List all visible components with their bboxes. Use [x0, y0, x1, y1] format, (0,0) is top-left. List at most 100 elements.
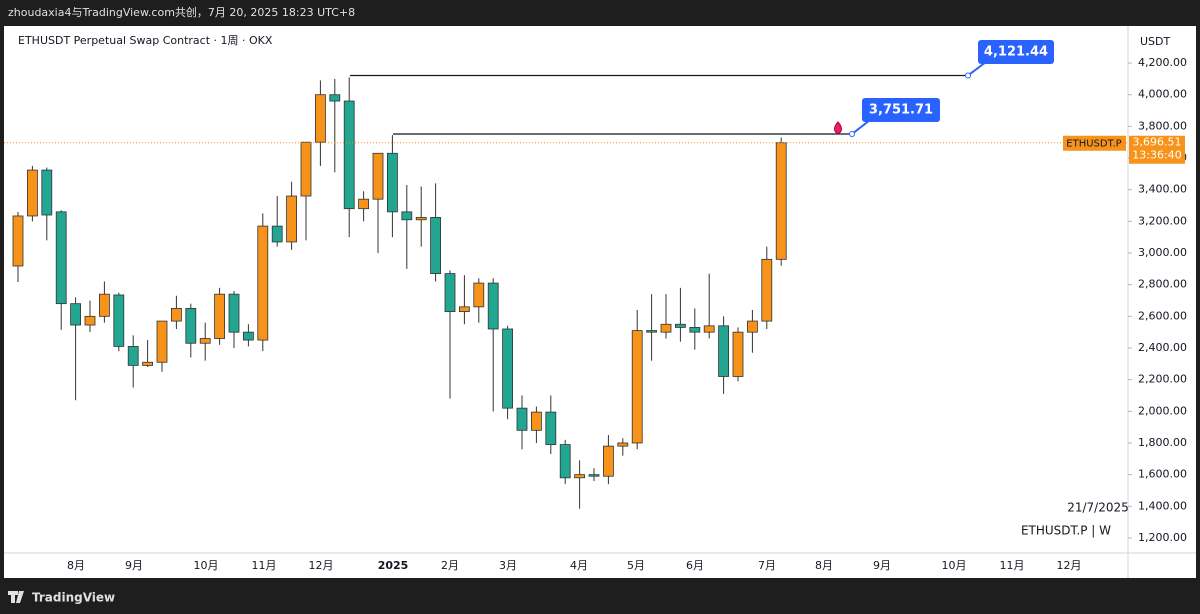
- x-tick-label: 5月: [627, 559, 645, 572]
- candle-body: [487, 282, 499, 330]
- candle-body: [747, 320, 758, 333]
- candle-body: [12, 215, 24, 267]
- symbol-title: ETHUSDT Perpetual Swap Contract · 1周 · O…: [18, 34, 273, 47]
- candle-body: [545, 411, 557, 445]
- y-tick-label: 2,000.00: [1138, 404, 1187, 417]
- x-tick-label: 12月: [309, 559, 334, 572]
- candle-body: [228, 293, 240, 333]
- candle-body: [430, 216, 442, 274]
- y-tick-label: 4,200.00: [1138, 56, 1187, 69]
- y-tick-label: 1,400.00: [1138, 499, 1187, 512]
- x-tick-label: 8月: [815, 559, 833, 572]
- header-title: zhoudaxia4与TradingView.com共创，7月 20, 2025…: [8, 6, 355, 19]
- candle-body: [170, 308, 182, 322]
- brand: TradingView: [32, 591, 115, 605]
- y-tick-label: 2,400.00: [1138, 341, 1187, 354]
- candle-body: [199, 338, 211, 344]
- y-tick-label: 4,000.00: [1138, 88, 1187, 101]
- candle-body: [502, 328, 514, 409]
- candle-body: [142, 361, 154, 366]
- y-tick-label: 3,800.00: [1138, 119, 1187, 132]
- candle-body: [603, 445, 614, 477]
- candle-body: [444, 273, 456, 312]
- candle-body: [372, 152, 384, 200]
- candle-body: [574, 474, 585, 479]
- x-tick-label: 6月: [686, 559, 704, 572]
- candle-body: [718, 325, 729, 377]
- y-tick-label: 3,400.00: [1138, 183, 1187, 196]
- symbol-tag-text: ETHUSDT.P: [1066, 139, 1121, 150]
- candle-body: [660, 323, 672, 333]
- candle-body: [84, 315, 96, 326]
- candle-body: [113, 294, 125, 347]
- y-tick-label: 1,800.00: [1138, 436, 1187, 449]
- candle-body: [401, 211, 413, 221]
- x-tick-label: 12月: [1057, 559, 1082, 572]
- candle-body: [588, 474, 600, 477]
- candle-body: [286, 195, 298, 243]
- date-label: 21/7/2025: [1067, 501, 1129, 515]
- countdown-text: 13:36:40: [1132, 149, 1181, 162]
- candle-body: [358, 198, 370, 210]
- candle-body: [646, 330, 657, 333]
- callout-text: 3,751.71: [869, 103, 933, 118]
- candle-body: [531, 411, 542, 431]
- y-tick-label: 2,200.00: [1138, 373, 1187, 386]
- candle-body: [214, 293, 226, 339]
- x-tick-label: 2月: [441, 559, 459, 572]
- price-tag: [1129, 135, 1185, 164]
- x-tick-label: 3月: [499, 559, 517, 572]
- candle-body: [257, 225, 269, 341]
- y-tick-label: 1,600.00: [1138, 468, 1187, 481]
- axis-unit: USDT: [1140, 35, 1171, 48]
- y-tick-label: 3,200.00: [1138, 214, 1187, 227]
- candle-body: [300, 141, 312, 197]
- x-tick-label: 4月: [570, 559, 588, 572]
- candle-body: [458, 306, 470, 312]
- callout-anchor: [965, 72, 971, 79]
- candle-body: [127, 346, 139, 366]
- candle-body: [386, 152, 398, 213]
- callout-box: [862, 98, 940, 122]
- candle-body: [415, 216, 427, 221]
- callout-tail: [851, 119, 871, 135]
- y-tick-label: 2,800.00: [1138, 278, 1187, 291]
- candle-body: [185, 308, 197, 344]
- x-tick-label: 9月: [125, 559, 143, 572]
- candle-body: [775, 142, 787, 260]
- candle-body: [26, 169, 38, 217]
- candle-body: [329, 94, 341, 102]
- y-tick-label: 2,600.00: [1138, 309, 1187, 322]
- bottom-bar: [0, 580, 1200, 614]
- x-tick-label: 7月: [758, 559, 776, 572]
- candle-body: [271, 225, 283, 243]
- candle-body: [631, 330, 643, 444]
- candle-body: [99, 293, 110, 317]
- alert-pin: [834, 121, 842, 135]
- callout-box: [978, 40, 1054, 64]
- candle-body: [70, 303, 81, 326]
- symbol-tag: [1063, 135, 1126, 151]
- y-tick-label: 1,200.00: [1138, 531, 1187, 544]
- candle-body: [473, 282, 485, 308]
- x-tick-label: 9月: [873, 559, 891, 572]
- x-tick-label: 11月: [1000, 559, 1025, 572]
- candle-body: [314, 94, 326, 143]
- candle-body: [242, 331, 254, 341]
- candle-body: [343, 100, 355, 210]
- top-bar: [0, 0, 1200, 24]
- candle-body: [41, 169, 53, 216]
- candle-body: [732, 331, 744, 377]
- callout-anchor: [849, 131, 855, 138]
- x-tick-label: 8月: [67, 559, 85, 572]
- brand-logo: [8, 591, 24, 603]
- candle-body: [675, 323, 686, 328]
- candle-body: [617, 442, 629, 447]
- candle-body: [761, 258, 773, 322]
- x-tick-label: 10月: [194, 559, 219, 572]
- legend: ETHUSDT.P | W: [1021, 524, 1111, 538]
- candle-body: [55, 211, 67, 305]
- callout-tail: [967, 61, 987, 77]
- x-tick-label: 10月: [942, 559, 967, 572]
